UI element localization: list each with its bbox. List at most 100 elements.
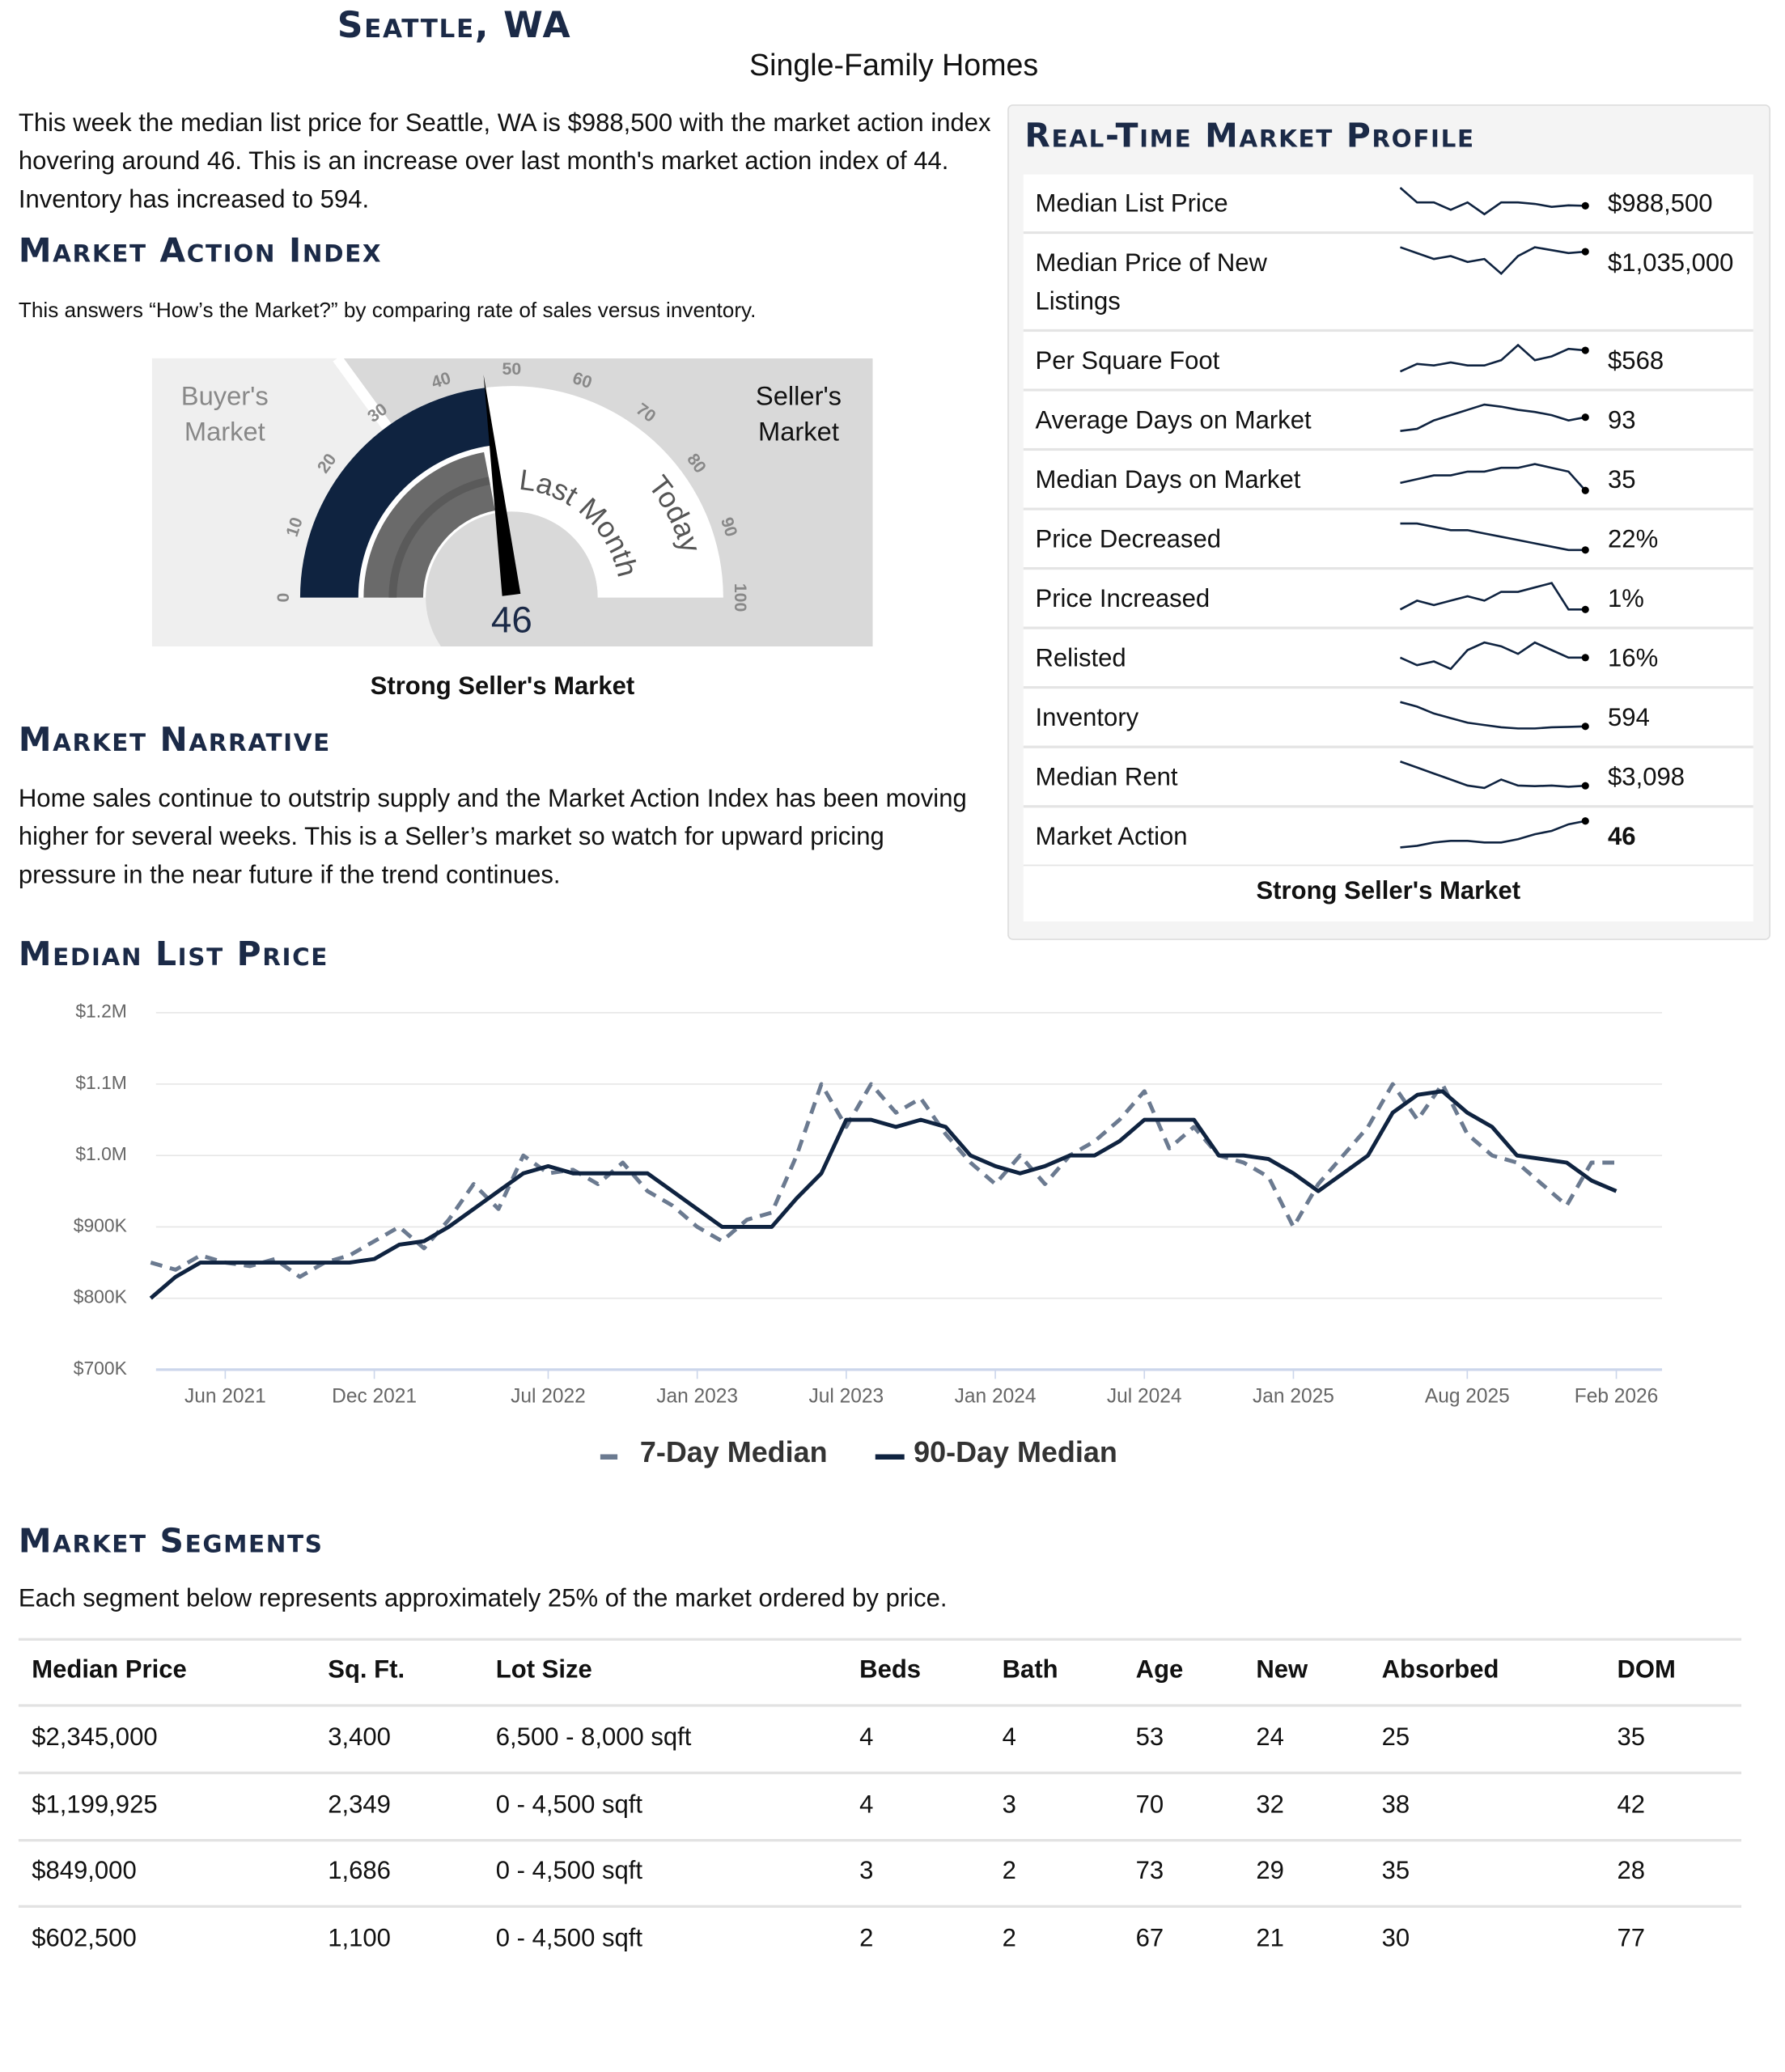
narrative-text: Home sales continue to outstrip supply a… <box>18 785 967 890</box>
sparkline-line <box>1400 522 1586 552</box>
section-heading: Market Narrative <box>18 720 331 759</box>
table-cell: 2 <box>1002 1925 1016 1953</box>
table-cell: 6,500 - 8,000 sqft <box>495 1723 692 1752</box>
sparkline-end <box>1581 413 1589 422</box>
gauge-tick-label: 0 <box>273 593 293 603</box>
x-tick-label: Jan 2024 <box>955 1386 1037 1408</box>
table-cell: 70 <box>1135 1790 1164 1819</box>
profile-row: Median Days on Market 35 <box>1023 451 1753 511</box>
y-tick-label: $700K <box>74 1358 127 1379</box>
sparkline-line <box>1400 403 1586 433</box>
x-tick-label: Jan 2023 <box>656 1386 738 1408</box>
page-subtitle: Single-Family Homes <box>749 47 1039 83</box>
gauge-tick-label: 100 <box>731 583 750 612</box>
profile-value: 22% <box>1608 526 1659 554</box>
profile-row: Market Action 46 <box>1023 807 1753 867</box>
x-tick-label: Aug 2025 <box>1425 1386 1510 1408</box>
sparkline-end <box>1581 248 1589 256</box>
sparkline-line <box>1400 701 1586 730</box>
profile-label: Median Days on Market <box>1035 466 1301 495</box>
x-tick-label: Dec 2021 <box>332 1386 417 1408</box>
table-header: Absorbed <box>1381 1656 1499 1684</box>
table-rule <box>18 1771 1742 1774</box>
profile-label: Inventory <box>1035 704 1139 733</box>
sparkline-end <box>1581 486 1589 494</box>
sparkline-end <box>1581 605 1589 613</box>
sellers-label: Seller's <box>756 380 842 410</box>
sparkline-end <box>1581 782 1589 790</box>
profile-label: Price Decreased <box>1035 526 1221 554</box>
table-header: Bath <box>1002 1656 1058 1684</box>
buyers-label: Market <box>184 417 265 447</box>
table-header: Sq. Ft. <box>328 1656 405 1684</box>
table-cell: 24 <box>1256 1723 1284 1752</box>
sparkline <box>1400 463 1589 494</box>
last-month-arc-inner <box>388 477 490 598</box>
table-cell: 38 <box>1381 1790 1410 1819</box>
series-line <box>149 1089 1618 1300</box>
table-rule <box>18 1905 1742 1909</box>
x-tick-label: Jul 2024 <box>1107 1386 1182 1408</box>
profile-value: 93 <box>1608 407 1636 435</box>
series-line <box>150 1082 1617 1279</box>
table-cell: 73 <box>1135 1858 1164 1886</box>
table-cell: 0 - 4,500 sqft <box>495 1858 643 1886</box>
table-cell: 2,349 <box>328 1790 391 1819</box>
profile-row: Median Rent $3,098 <box>1023 748 1753 808</box>
table-cell: 1,686 <box>328 1858 391 1886</box>
sparkline <box>1399 641 1589 671</box>
gauge-needle <box>483 374 521 596</box>
profile-value: $568 <box>1608 347 1664 376</box>
y-tick-label: $900K <box>74 1214 127 1235</box>
profile-row: Median Price of New Listings $1,035,000 <box>1023 234 1753 333</box>
sparkline-end <box>1581 817 1589 825</box>
profile-label: Price Increased <box>1035 585 1210 614</box>
table-cell: 42 <box>1617 1790 1646 1819</box>
table-header: DOM <box>1617 1656 1676 1684</box>
profile-value: $988,500 <box>1608 190 1713 218</box>
table-cell: 32 <box>1256 1790 1284 1819</box>
profile-row: Inventory 594 <box>1023 689 1753 748</box>
sparkline <box>1399 582 1589 613</box>
table-cell: $602,500 <box>32 1925 137 1953</box>
page-title: Seattle, WA <box>337 5 572 47</box>
profile-value: $3,098 <box>1608 764 1685 792</box>
table-cell: $849,000 <box>32 1858 137 1886</box>
sparkline-line <box>1400 820 1586 849</box>
profile-value: 1% <box>1608 585 1644 614</box>
profile-row: Price Decreased 22% <box>1023 510 1753 570</box>
table-cell: 30 <box>1381 1925 1410 1953</box>
table-cell: 2 <box>1002 1858 1016 1886</box>
table-cell: 35 <box>1617 1723 1646 1752</box>
table-cell: 77 <box>1617 1925 1646 1953</box>
table-header: Age <box>1135 1656 1184 1684</box>
sparkline <box>1400 403 1589 433</box>
sparkline-end <box>1581 722 1589 731</box>
buyers-label: Buyer's <box>181 380 269 410</box>
sparkline-end <box>1581 546 1589 554</box>
sparkline-line <box>1399 582 1586 611</box>
table-rule <box>18 1638 1742 1641</box>
profile-row: Relisted 16% <box>1023 629 1753 689</box>
section-heading: Market Segments <box>18 1521 324 1561</box>
table-rule <box>18 1704 1742 1707</box>
section-heading: Median List Price <box>18 934 329 973</box>
sparkline-line <box>1399 641 1586 671</box>
sparkline-end <box>1581 201 1589 210</box>
sparkline-end <box>1581 654 1589 662</box>
sparkline <box>1399 343 1589 373</box>
today-arc <box>299 388 493 598</box>
profile-value: 46 <box>1608 824 1636 852</box>
table-cell: 4 <box>859 1790 874 1819</box>
profile-label: Per Square Foot <box>1035 347 1220 376</box>
intro-text: This week the median list price for Seat… <box>18 109 991 214</box>
profile-value: 35 <box>1608 466 1636 495</box>
x-tick-label: Jan 2025 <box>1253 1386 1334 1408</box>
x-tick-label: Jul 2022 <box>511 1386 586 1408</box>
profile-label: Relisted <box>1035 645 1126 673</box>
sparkline <box>1400 522 1589 554</box>
profile-value: $1,035,000 <box>1608 249 1734 278</box>
sparkline-line <box>1399 187 1586 216</box>
table-cell: 67 <box>1135 1925 1164 1953</box>
